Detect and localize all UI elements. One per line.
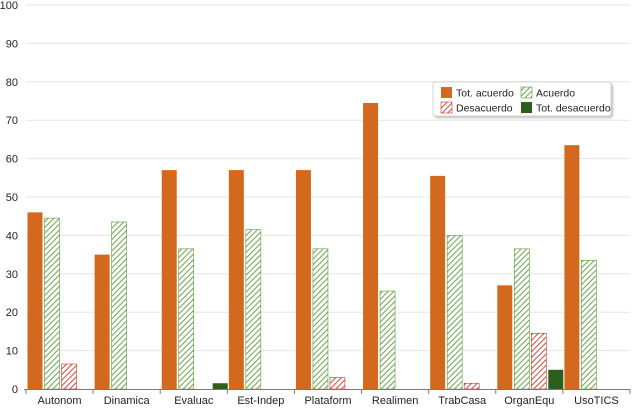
bar-acuerdo-usotics: [581, 260, 597, 390]
y-tick-label: 0: [12, 384, 18, 396]
bar-desacuerdo-autonom: [61, 363, 77, 390]
bar-acuerdo-est-indep: [245, 229, 262, 390]
x-tick-label: UsoTICS: [574, 395, 619, 407]
bar-tot-acuerdo-est-indep: [228, 170, 244, 389]
bars: [27, 102, 597, 390]
bar-acuerdo-plataform: [312, 248, 329, 390]
bar-desacuerdo-trabcasa: [463, 382, 480, 390]
x-axis: [24, 389, 631, 394]
y-tick-label: 10: [6, 346, 18, 358]
y-tick-label: 20: [6, 307, 18, 319]
bar-tot-acuerdo-evaluac: [161, 170, 177, 389]
bar-acuerdo-autonom: [44, 217, 60, 390]
legend-swatch: [441, 87, 452, 98]
legend-swatch: [440, 101, 453, 114]
legend-swatch: [520, 86, 533, 99]
y-tick-label: 60: [6, 154, 18, 166]
x-tick-labels: Autonom Dinamica Evaluac Est-Indep Plataform…: [38, 395, 619, 407]
bar-tot-acuerdo-usotics: [564, 145, 580, 389]
legend-swatch: [521, 102, 532, 113]
legend-label: Acuerdo: [536, 88, 575, 100]
bar-acuerdo-evaluac: [178, 248, 195, 390]
x-tick-label: Dinamica: [104, 395, 151, 407]
x-tick-label: Realimen: [372, 395, 418, 407]
y-tick-label: 90: [6, 38, 18, 50]
bar-desacuerdo-plataform: [329, 377, 346, 390]
y-tick-label: 80: [6, 77, 18, 89]
bar-acuerdo-trabcasa: [446, 235, 463, 390]
legend: Tot. acuerdo Acuerdo Desacuerdo Tot. desacu…: [432, 81, 612, 117]
y-tick-label: 30: [6, 269, 18, 281]
bar-acuerdo-realimen: [379, 290, 396, 390]
legend-label: Tot. desacuerdo: [536, 103, 611, 115]
bar-tot-acuerdo-organequ: [497, 285, 513, 389]
bar-tot-acuerdo-trabcasa: [430, 175, 446, 389]
bar-acuerdo-dinamica: [111, 221, 127, 390]
bar-tot-desacuerdo-organequ: [548, 369, 564, 389]
y-tick-label: 40: [6, 230, 18, 242]
x-tick-label: Evaluac: [174, 395, 214, 407]
bar-desacuerdo-organequ: [530, 333, 547, 390]
bar-tot-acuerdo-autonom: [27, 212, 43, 389]
bar-tot-acuerdo-realimen: [363, 102, 379, 390]
y-axis: 0 10 20 30 40 50 60 70 80 90 100: [0, 0, 18, 396]
legend-label: Tot. acuerdo: [456, 88, 514, 100]
y-tick-label: 100: [0, 0, 18, 12]
x-tick-label: Autonom: [38, 395, 82, 407]
x-tick-label: Plataform: [304, 395, 351, 407]
x-tick-label: OrganEqu: [504, 395, 554, 407]
bar-acuerdo-organequ: [513, 248, 530, 390]
x-tick-label: TrabCasa: [438, 395, 487, 407]
bar-tot-desacuerdo-evaluac: [212, 383, 228, 389]
bar-tot-acuerdo-plataform: [295, 170, 311, 389]
legend-label: Desacuerdo: [456, 103, 513, 115]
legend-box: [432, 81, 612, 117]
y-tick-label: 70: [6, 115, 18, 127]
y-tick-label: 50: [6, 192, 18, 204]
bar-tot-acuerdo-dinamica: [94, 254, 110, 389]
x-tick-label: Est-Indep: [237, 395, 284, 407]
